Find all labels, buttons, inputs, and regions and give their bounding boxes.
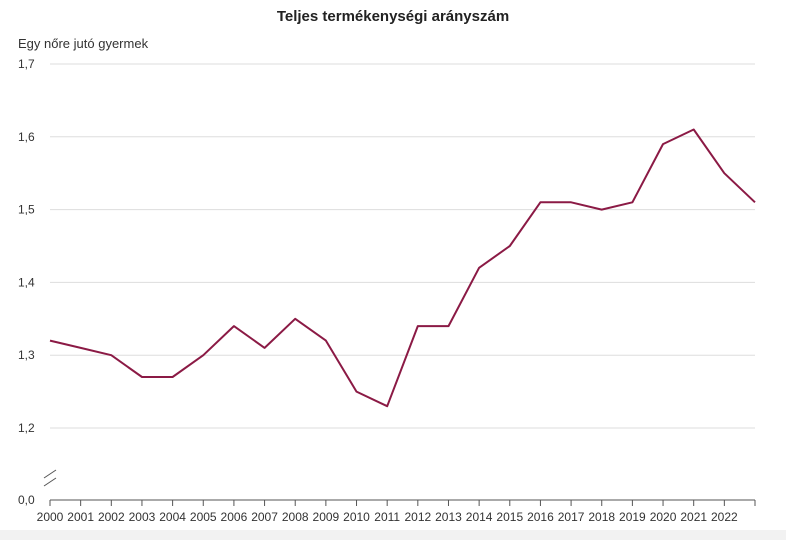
x-tick-label-2020: 2020 xyxy=(650,510,677,524)
axis-break-mark xyxy=(43,477,57,487)
x-tick-label-2018: 2018 xyxy=(588,510,615,524)
x-tick-label-2015: 2015 xyxy=(496,510,523,524)
x-tick-label-2010: 2010 xyxy=(343,510,370,524)
x-axis-ticks: 2000 2001 2002 2003 2004 2005 2006 2007 2008 2009… xyxy=(37,510,738,524)
x-tick-label-2000: 2000 xyxy=(37,510,64,524)
series-line xyxy=(49,128,756,408)
x-tick-label-2008: 2008 xyxy=(282,510,309,524)
x-tick-label-2022: 2022 xyxy=(711,510,738,524)
x-tick-label-2017: 2017 xyxy=(558,510,585,524)
bottom-strip xyxy=(0,530,786,540)
y-tick-1-7-label: 1,7 xyxy=(18,57,35,71)
x-tick-label-2003: 2003 xyxy=(129,510,156,524)
x-tick-label-2006: 2006 xyxy=(221,510,248,524)
x-tick-label-2009: 2009 xyxy=(313,510,340,524)
x-tick-label-2014: 2014 xyxy=(466,510,493,524)
x-tick-label-2001: 2001 xyxy=(67,510,94,524)
x-tick-label-2021: 2021 xyxy=(680,510,707,524)
y-tick-1-4-label: 1,4 xyxy=(18,275,35,289)
x-tick-label-2012: 2012 xyxy=(404,510,431,524)
y-tick-1-2-label: 1,2 xyxy=(18,421,35,435)
x-axis xyxy=(43,469,756,506)
x-tick-label-2004: 2004 xyxy=(159,510,186,524)
x-tick-label-2005: 2005 xyxy=(190,510,217,524)
y-axis-label: Egy nőre jutó gyermek xyxy=(18,36,149,51)
x-tick-label-2019: 2019 xyxy=(619,510,646,524)
x-tick-label-2013: 2013 xyxy=(435,510,462,524)
x-tick-label-2002: 2002 xyxy=(98,510,125,524)
axis-break-mark xyxy=(43,469,57,479)
x-tick-label-2011: 2011 xyxy=(374,510,400,524)
y-tick-0-0-label: 0,0 xyxy=(18,493,35,507)
series-layer xyxy=(49,128,756,408)
y-axis-ticks: 0,0 1,2 1,3 1,4 1,5 1,6 1,7 xyxy=(18,57,35,507)
x-tick-label-2007: 2007 xyxy=(251,510,278,524)
gridlines xyxy=(50,63,755,429)
y-tick-1-6-label: 1,6 xyxy=(18,130,35,144)
y-tick-1-5-label: 1,5 xyxy=(18,203,35,217)
chart-title: Teljes termékenységi arányszám xyxy=(276,8,510,25)
y-tick-1-3-label: 1,3 xyxy=(18,348,35,362)
x-tick-label-2016: 2016 xyxy=(527,510,554,524)
